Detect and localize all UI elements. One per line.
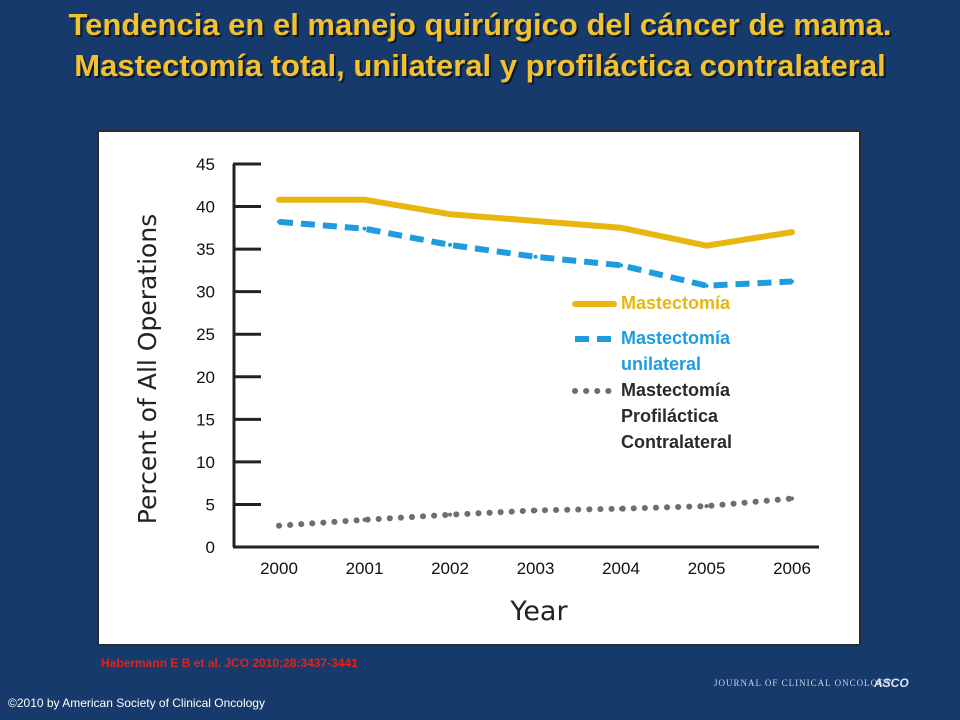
data-point (362, 197, 367, 202)
y-tick-label: 25 (196, 325, 215, 344)
legend-label: Mastectomía (621, 293, 731, 313)
y-tick-label: 45 (196, 155, 215, 174)
y-axis-title: Percent of All Operations (133, 214, 162, 524)
data-point (619, 506, 623, 511)
asco-logo: ASCO (874, 676, 909, 690)
slide-title: Tendencia en el manejo quirúrgico del cá… (68, 7, 892, 83)
y-tick-label: 20 (196, 368, 215, 387)
data-point (704, 243, 709, 248)
data-point (533, 254, 538, 259)
y-tick-label: 15 (196, 410, 215, 429)
y-tick-label: 10 (196, 453, 215, 472)
citation: Habermann E B et al. JCO 2010;28:3437-34… (101, 656, 358, 670)
line-chart: 0 5 10 15 20 25 30 35 40 45 2000 2001 2002 2003 2004 20… (133, 155, 819, 627)
data-point (533, 508, 538, 513)
x-tick-label: 2005 (688, 559, 726, 578)
journal-logo: JOURNAL OF CLINICAL ONCOLOGY (714, 678, 894, 688)
x-tick-label: 2003 (517, 559, 555, 578)
data-point (704, 283, 709, 288)
x-tick-label: 2000 (260, 559, 298, 578)
data-point (277, 197, 281, 202)
data-point (619, 225, 623, 230)
data-point (790, 279, 794, 284)
x-tick-label: 2006 (773, 559, 811, 578)
data-point (790, 230, 794, 235)
data-point (448, 512, 452, 517)
x-tick-label: 2002 (431, 559, 469, 578)
series-line-2 (278, 218, 793, 289)
data-point (362, 517, 367, 522)
legend-label: unilateral (621, 354, 701, 374)
copyright: ©2010 by American Society of Clinical On… (8, 696, 265, 710)
x-tick-label: 2001 (346, 559, 384, 578)
legend-label: Mastectomía (621, 380, 731, 400)
data-point (533, 219, 538, 224)
y-tick-label: 0 (206, 538, 215, 557)
data-point (448, 242, 452, 247)
y-tick-label: 5 (206, 495, 215, 514)
y-tick-label: 30 (196, 283, 215, 302)
x-tick-label: 2004 (602, 559, 640, 578)
data-point (704, 504, 709, 509)
legend-label: Mastectomía (621, 328, 731, 348)
data-point (277, 523, 281, 528)
y-tick-label: 35 (196, 240, 215, 259)
data-point (277, 219, 281, 224)
legend-label: Contralateral (621, 432, 732, 452)
x-axis-title: Year (509, 596, 568, 627)
data-point (619, 263, 623, 268)
data-point (790, 496, 794, 501)
data-point (362, 226, 367, 231)
legend-label: Profiláctica (621, 406, 719, 426)
data-point (448, 212, 452, 217)
chart-panel: 0 5 10 15 20 25 30 35 40 45 2000 2001 2002 2003 2004 20… (97, 130, 861, 646)
y-tick-label: 40 (196, 198, 215, 217)
